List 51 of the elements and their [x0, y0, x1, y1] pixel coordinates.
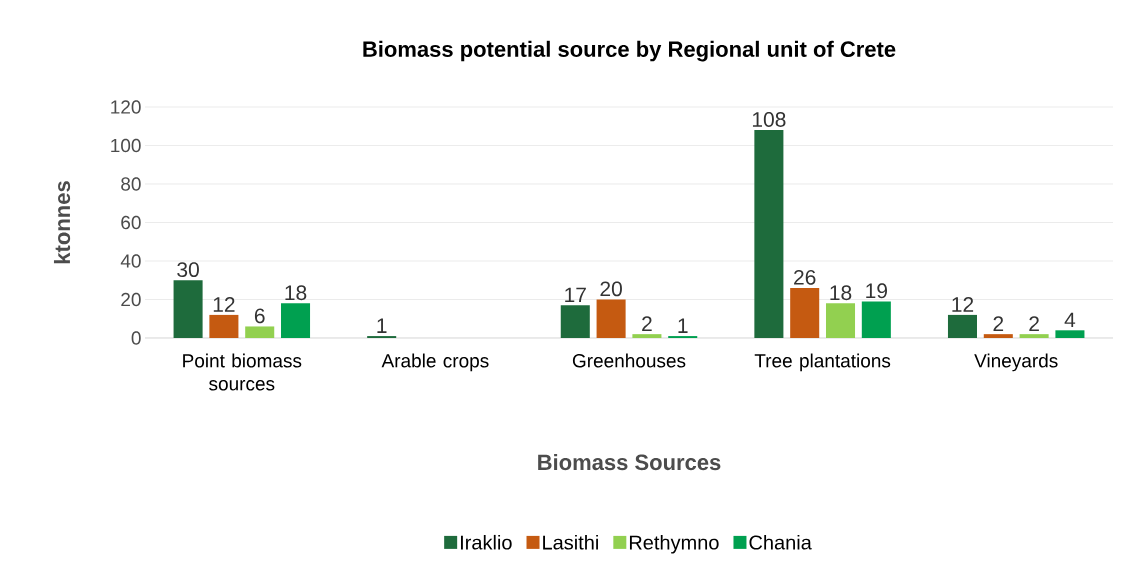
bar: [825, 303, 856, 338]
data-label: 1: [678, 318, 688, 333]
bar: [596, 299, 626, 338]
y-axis-title: ktonnes: [53, 181, 71, 264]
legend-label: Iraklio: [461, 534, 512, 550]
legend-label: Chania: [749, 534, 812, 550]
x-tick-label: Point biomass sources: [183, 353, 302, 391]
data-label: 20: [600, 281, 622, 297]
legend-label: Lasithi: [543, 534, 598, 550]
x-tick-label: Vineyards: [974, 353, 1058, 372]
x-tick-label: Greenhouses: [572, 353, 686, 368]
x-axis-title: Biomass Sources: [538, 453, 721, 471]
y-tick-label: 120: [111, 100, 141, 114]
data-label: 18: [285, 285, 307, 301]
data-label: 2: [642, 316, 652, 331]
data-label: 18: [830, 285, 852, 301]
bar: [209, 314, 239, 338]
bar: [173, 280, 203, 338]
y-tick-label: 40: [120, 254, 141, 268]
data-label: 1: [377, 318, 387, 333]
bar: [1055, 330, 1085, 338]
x-tick-label: Tree plantations: [754, 353, 891, 372]
bar: [947, 314, 977, 338]
bar: [1019, 334, 1049, 338]
y-tick-label: 60: [121, 215, 141, 230]
bar: [790, 287, 820, 338]
data-label: 12: [213, 297, 235, 312]
data-label: 12: [952, 297, 974, 312]
bar: [754, 130, 784, 338]
bar: [245, 326, 275, 338]
legend-label: Rethymno: [629, 534, 719, 554]
data-label: 19: [866, 283, 888, 299]
x-tick-label: Arable crops: [381, 353, 489, 372]
bar: [632, 334, 662, 338]
data-label: 2: [993, 316, 1004, 331]
bar: [560, 305, 590, 338]
data-label: 108: [752, 112, 786, 127]
chart-title: Biomass potential source by Regional unit of Crete: [363, 40, 896, 62]
bar: [983, 334, 1013, 338]
data-label: 4: [1064, 312, 1076, 328]
data-label: 6: [254, 308, 265, 324]
bar: [281, 303, 311, 338]
data-label: 2: [1029, 316, 1039, 331]
data-label: 26: [794, 269, 816, 285]
y-tick-label: 0: [131, 331, 141, 345]
y-tick-label: 100: [111, 138, 141, 153]
data-label: 17: [565, 287, 586, 303]
y-tick-label: 80: [121, 177, 141, 191]
data-label: 30: [177, 262, 199, 278]
y-tick-label: 20: [121, 292, 141, 307]
bar: [861, 301, 891, 338]
